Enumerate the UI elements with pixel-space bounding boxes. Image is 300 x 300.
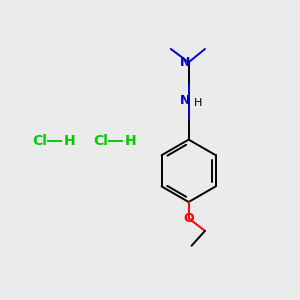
Text: N: N xyxy=(180,56,190,69)
Text: H: H xyxy=(194,98,202,108)
Text: H: H xyxy=(64,134,75,148)
Text: H: H xyxy=(125,134,136,148)
Text: Cl: Cl xyxy=(94,134,108,148)
Text: O: O xyxy=(183,212,194,225)
Text: Cl: Cl xyxy=(33,134,47,148)
Text: N: N xyxy=(180,94,190,107)
